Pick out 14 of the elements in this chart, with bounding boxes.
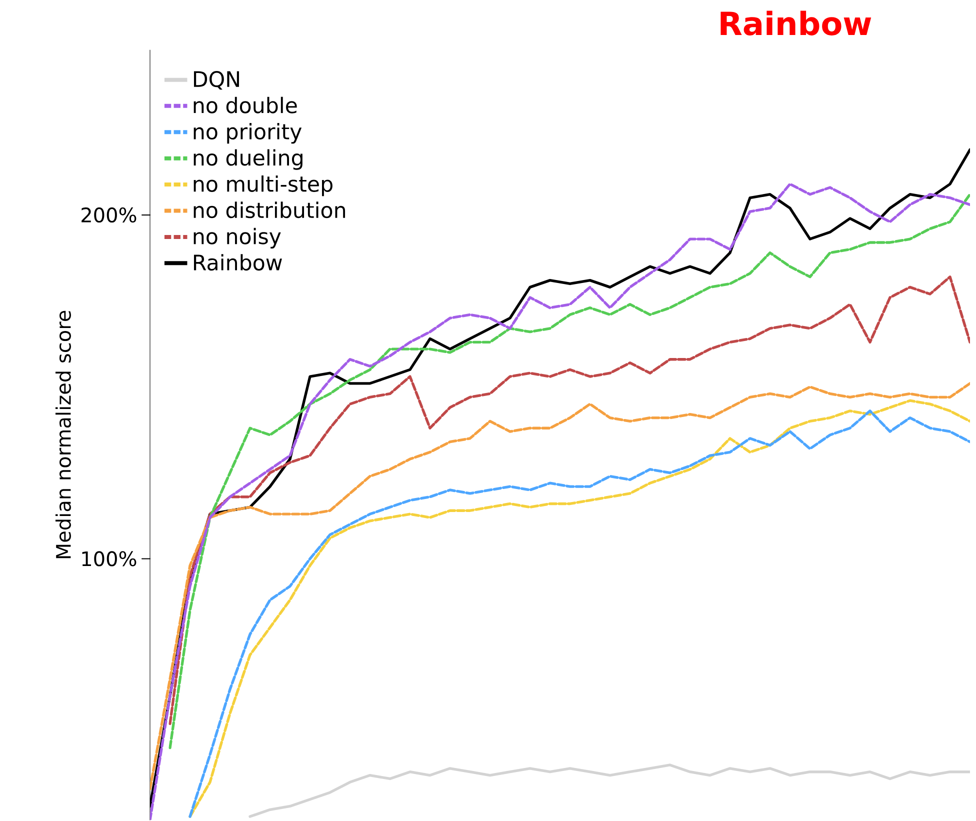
y-tick-label: 200%	[82, 207, 136, 223]
legend-label: DQN	[194, 70, 239, 90]
chart-title: Rainbow	[720, 10, 872, 36]
legend-label: no multi-step	[194, 175, 332, 196]
legend-label: no dueling	[194, 149, 302, 170]
legend-label: no double	[194, 96, 297, 114]
line-series	[168, 276, 970, 726]
legend-label: no noisy	[194, 228, 281, 249]
legend-label: no priority	[194, 123, 302, 144]
legend-label: no distribution	[194, 202, 346, 218]
line-series	[248, 764, 970, 818]
legend-label: Rainbow	[194, 254, 282, 271]
y-axis-title: Median normalized score	[55, 310, 71, 558]
y-tick-label: 100%	[82, 551, 136, 566]
